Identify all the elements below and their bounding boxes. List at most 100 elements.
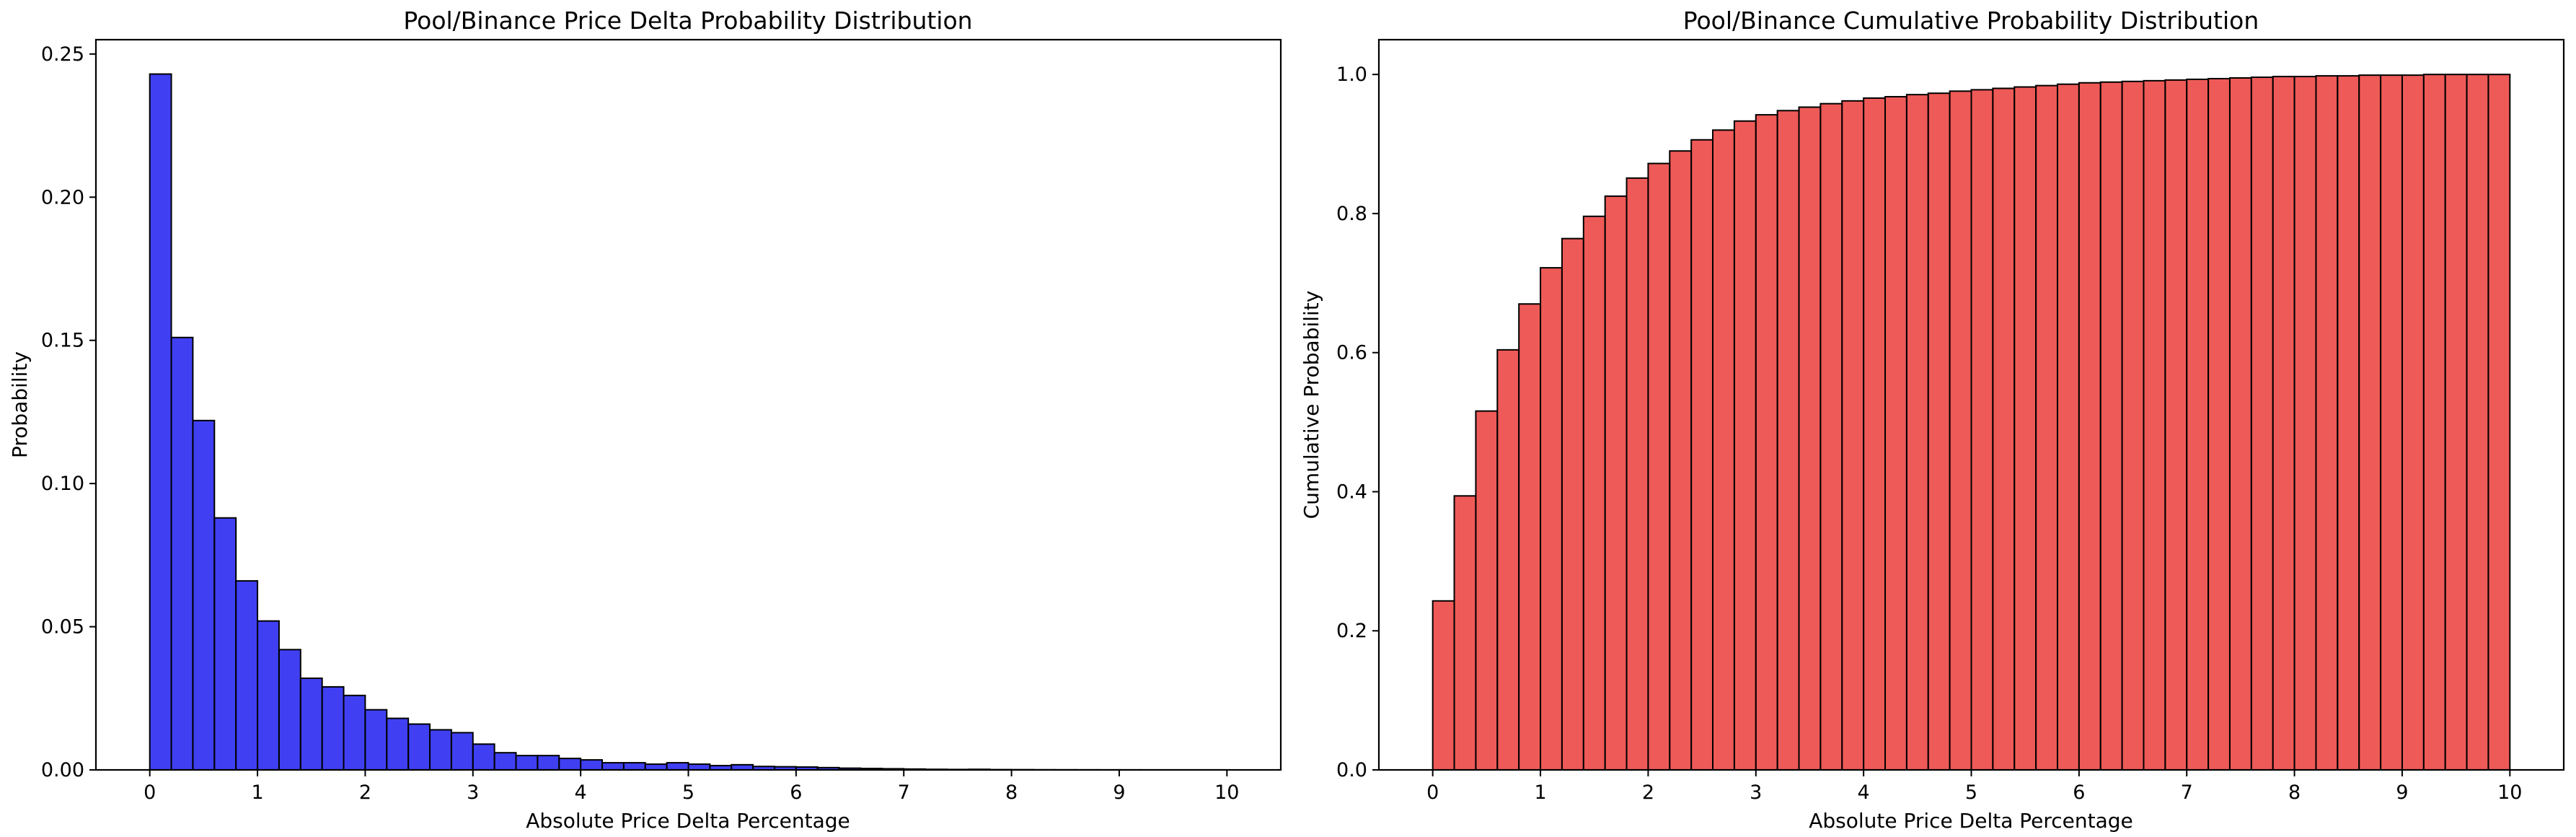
x-tick-label: 10 [2497,781,2522,804]
x-tick-label: 5 [1965,781,1977,804]
y-ticks-group: 0.0 0.2 0.4 0.6 0.8 1.0 [1336,63,1379,781]
histogram-bar [644,763,668,771]
y-tick-label: 0.4 [1336,481,1367,503]
x-tick-label: 0 [144,781,156,804]
histogram-bar [2401,74,2425,771]
y-ticks-group: 0.00 0.05 0.10 0.15 0.20 0.25 [41,43,96,781]
histogram-bar [2315,75,2339,771]
histogram-bar [2186,78,2210,771]
x-tick-label: 7 [2181,781,2193,804]
x-axis-label: Absolute Price Delta Percentage [1809,809,2133,833]
histogram-bar [1453,495,1477,771]
histogram-bar [537,755,560,771]
histogram-bar [429,729,452,771]
x-tick-label: 3 [1750,781,1762,804]
histogram-bar [1496,349,1520,771]
histogram-bar [515,755,539,771]
y-tick-label: 0.25 [41,43,84,66]
x-tick-label: 1 [1534,781,1546,804]
histogram-bar [321,685,345,771]
probability-histogram-panel: Pool/Binance Price Delta Probability Dis… [8,6,1282,833]
x-tick-label: 6 [2073,781,2085,804]
histogram-bar [1604,195,1628,771]
histogram-bar [2487,74,2511,771]
histogram-bar [364,709,388,771]
histogram-bar [170,336,194,771]
x-tick-label: 2 [1642,781,1654,804]
plot-frame [94,38,1282,771]
histogram-bar [1733,120,1757,771]
histogram-bar [1626,177,1649,771]
x-tick-label: 1 [251,781,263,804]
y-tick-label: 0.10 [41,473,84,495]
histogram-bar [1798,106,1822,771]
histogram-bar [1992,87,2016,771]
histogram-bar [2444,74,2468,771]
histogram-bar [2143,79,2166,771]
histogram-bar [1819,102,1843,771]
histogram-bar [601,762,625,771]
histogram-bar [278,649,301,771]
histogram-bar [2164,79,2188,771]
histogram-bar [1518,303,1542,771]
x-tick-label: 5 [682,781,694,804]
bars-group [1432,74,2511,771]
histogram-bar [2358,74,2382,771]
x-tick-label: 7 [898,781,910,804]
histogram-bar [472,743,495,771]
histogram-bar [1905,94,1929,771]
histogram-bar [580,759,604,771]
y-tick-label: 1.0 [1336,63,1367,86]
histogram-bar [2207,77,2231,771]
histogram-bar [2337,75,2360,771]
histogram-bar [622,762,646,771]
x-tick-label: 8 [1005,781,1018,804]
histogram-bar [2121,80,2145,771]
histogram-bar [1776,110,1800,771]
histogram-bar [2422,74,2446,771]
histogram-bar [2013,86,2037,771]
y-tick-label: 0.20 [41,186,84,209]
histogram-bar [1927,92,1951,771]
y-tick-label: 0.0 [1336,759,1367,781]
histogram-bar [2293,76,2317,771]
y-tick-label: 0.05 [41,616,84,639]
histogram-bar [1884,96,1907,771]
x-ticks-group: 0 1 2 3 4 5 6 7 8 9 10 [144,770,1239,804]
chart-title: Pool/Binance Cumulative Probability Dist… [1683,6,2259,35]
histogram-bar [1949,90,1972,771]
x-tick-label: 2 [359,781,371,804]
cumulative-histogram-panel: Pool/Binance Cumulative Probability Dist… [1300,6,2565,833]
histogram-bar [2035,84,2058,771]
histogram-bar [1540,267,1563,771]
histogram-bar [213,517,237,771]
y-tick-label: 0.2 [1336,620,1367,642]
histogram-bar [2228,77,2252,771]
histogram-bar [1712,129,1735,771]
histogram-bar [299,678,323,771]
histogram-bar [2380,74,2403,771]
x-tick-label: 6 [790,781,802,804]
histogram-bar [2272,76,2295,771]
histogram-bar [149,73,172,771]
y-axis-label: Probability [8,351,32,458]
bars-group [149,73,1228,771]
histogram-bar [235,580,259,771]
histogram-bar [1863,97,1887,771]
histogram-bar [1475,410,1499,771]
histogram-bar [2099,81,2123,771]
y-tick-label: 0.8 [1336,203,1367,225]
histogram-bar [687,763,711,771]
histogram-bar [1582,215,1606,771]
histogram-bar [2056,83,2080,771]
histogram-bar [450,732,474,771]
histogram-bar [1690,139,1714,771]
x-tick-label: 8 [2288,781,2301,804]
y-tick-label: 0.15 [41,330,84,352]
histogram-bar [558,758,582,771]
x-tick-label: 3 [467,781,479,804]
x-tick-label: 9 [1113,781,1125,804]
histogram-bar [493,752,517,771]
histogram-bar [407,723,431,771]
